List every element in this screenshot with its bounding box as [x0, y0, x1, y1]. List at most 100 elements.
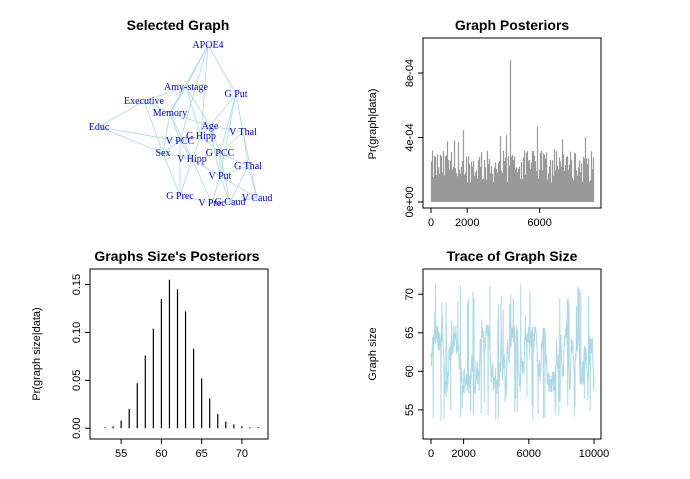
network-node: G Hipp	[186, 131, 216, 142]
x-tick-label: 70	[236, 448, 248, 460]
trace-axes: 0 2000 6000 10000 55 60 65 70	[404, 288, 609, 460]
network-edge	[143, 86, 187, 102]
network-edge	[191, 135, 202, 160]
network-edge	[98, 100, 145, 128]
network-edge	[200, 135, 221, 154]
trace-plot-box	[422, 268, 602, 440]
network-node: G Thal	[234, 161, 262, 172]
network-node: G Prec	[166, 191, 194, 202]
network-edge	[191, 158, 221, 177]
network-edge	[162, 152, 181, 197]
x-tick-label: 65	[196, 448, 208, 460]
graph-posteriors-ylabel: Pr(graph|data)	[367, 89, 379, 160]
y-tick-label: 4e-04	[404, 123, 416, 151]
network-edge	[143, 100, 171, 114]
x-tick-label: 55	[115, 448, 127, 460]
network-edge	[229, 197, 258, 203]
x-tick-label: 6000	[517, 448, 541, 460]
x-tick-label: 2000	[455, 217, 479, 229]
x-tick-label: 0	[428, 448, 434, 460]
network-node: Age	[202, 121, 219, 132]
network-edge	[191, 158, 213, 204]
network-node: G PCC	[206, 148, 235, 159]
posterior-bars	[430, 60, 595, 202]
network-node: V PCC	[166, 136, 195, 147]
network-edge	[179, 195, 213, 204]
y-tick-label: 0.15	[71, 274, 83, 295]
network-edge	[209, 125, 221, 154]
network-node: V Caud	[242, 193, 273, 204]
network-node: V Hipp	[177, 154, 207, 165]
network-edge	[229, 165, 249, 203]
graph-posteriors-bars	[430, 60, 595, 202]
graph-posteriors-plot-box	[422, 37, 602, 209]
network-edge	[209, 125, 221, 177]
network-node: Educ	[89, 122, 110, 133]
y-tick-label: 0.05	[71, 370, 83, 391]
y-tick-label: 8e-04	[404, 59, 416, 87]
network-node: Sex	[156, 148, 171, 159]
network-edge	[211, 201, 231, 204]
network-edge	[219, 93, 237, 154]
network-edge	[185, 86, 211, 127]
network-edge	[211, 175, 221, 204]
trace-line-group	[430, 283, 595, 422]
network-edge	[169, 44, 209, 114]
y-tick-label: 0.00	[71, 418, 83, 439]
network-edge	[200, 44, 209, 137]
x-tick-label: 60	[155, 448, 167, 460]
network-edge	[98, 126, 164, 154]
graph-posteriors-axes: 0 2000 6000 0e+00 4e-04 8e-04	[404, 59, 552, 229]
graph-posteriors-panel: Graph Posteriors 0 2000 6000 0e+00 4e-04 8e-0…	[367, 17, 602, 229]
network-node: V Put	[209, 171, 232, 182]
x-tick-label: 10000	[579, 448, 610, 460]
y-tick-label: 55	[404, 404, 416, 416]
network-edge	[207, 44, 237, 95]
network-node: G Caud	[215, 197, 246, 208]
network-node: Memory	[153, 108, 187, 119]
trace-ylabel: Graph size	[367, 327, 379, 380]
y-tick-label: 60	[404, 365, 416, 377]
network-edge	[169, 86, 187, 114]
network-node: Executive	[124, 96, 165, 107]
network-edge	[247, 165, 258, 199]
network-edge	[219, 175, 258, 199]
network-edge	[235, 93, 244, 133]
network-edge	[162, 112, 171, 154]
y-tick-label: 0e+00	[404, 187, 416, 218]
network-edge	[185, 86, 202, 137]
y-tick-label: 0.10	[71, 322, 83, 343]
network-edges	[98, 44, 258, 204]
graph-size-posteriors-panel: Graphs Size's Posteriors 55 60 65 70 0.00 0.0…	[31, 248, 269, 460]
network-edge	[219, 152, 249, 167]
network-edge	[179, 44, 209, 142]
x-tick-label: 2000	[451, 448, 475, 460]
graph-size-posteriors-axes: 55 60 65 70 0.00 0.05 0.10 0.15	[71, 274, 248, 460]
selected-graph-title: Selected Graph	[127, 17, 230, 33]
graph-posteriors-title: Graph Posteriors	[455, 17, 570, 33]
y-tick-label: 70	[404, 288, 416, 300]
trace-graph-size-panel: Trace of Graph Size 0 2000 6000 10000 55 60 65…	[367, 248, 609, 460]
network-edge	[242, 131, 258, 199]
network-node: V Prec	[198, 198, 226, 209]
network-edge	[143, 100, 164, 154]
network-edge	[209, 125, 244, 133]
network-node: Amy-stage	[164, 82, 208, 93]
graph-size-posteriors-bars	[104, 279, 259, 429]
graph-size-posteriors-title: Graphs Size's Posteriors	[94, 248, 259, 264]
network-edge	[179, 140, 193, 160]
network-edge	[219, 165, 249, 177]
network-node: APOE4	[192, 40, 223, 51]
network-edge	[200, 125, 211, 137]
network-edge	[219, 152, 231, 203]
network-node: G Put	[224, 89, 247, 100]
x-tick-label: 6000	[527, 217, 551, 229]
network-node: V Thal	[229, 127, 257, 138]
x-tick-label: 0	[428, 217, 434, 229]
network-edge	[169, 112, 211, 127]
network-edge	[162, 140, 181, 154]
network-edge	[179, 135, 202, 142]
network-edge	[169, 112, 193, 160]
